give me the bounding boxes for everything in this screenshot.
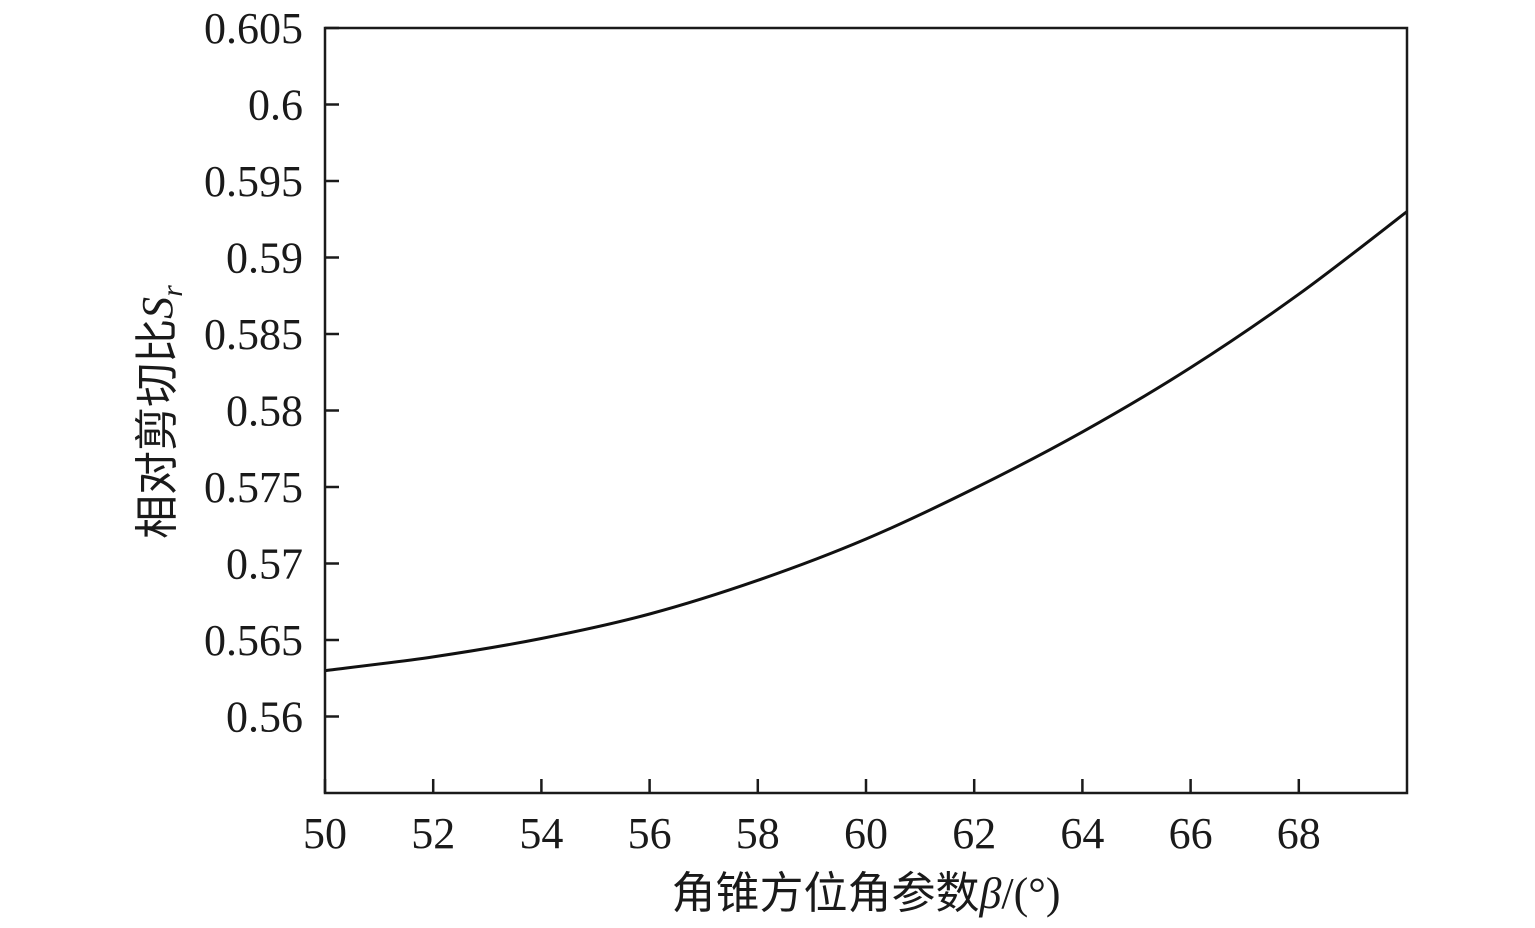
x-tick-label: 52 <box>411 809 455 858</box>
x-axis-title: 角锥方位角参数β/(°) <box>671 869 1060 918</box>
y-tick-label: 0.575 <box>204 463 303 512</box>
series-layer <box>324 210 1408 673</box>
series-line <box>324 210 1408 673</box>
x-axis-title-text: 角锥方位角参数 <box>671 869 979 918</box>
x-tick-label: 58 <box>736 809 780 858</box>
y-tick-label: 0.57 <box>226 540 303 589</box>
x-tick-label: 56 <box>628 809 672 858</box>
y-axis-ticks: 0.560.5650.570.5750.580.5850.590.5950.60… <box>204 4 339 742</box>
y-tick-label: 0.59 <box>226 234 303 283</box>
x-tick-label: 64 <box>1060 809 1104 858</box>
y-tick-label: 0.58 <box>226 387 303 436</box>
y-tick-label: 0.605 <box>204 4 303 53</box>
x-tick-label: 66 <box>1169 809 1213 858</box>
x-tick-label: 50 <box>303 809 347 858</box>
y-tick-label: 0.565 <box>204 616 303 665</box>
y-tick-label: 0.56 <box>226 693 303 742</box>
x-tick-label: 60 <box>844 809 888 858</box>
x-axis-title-unit: /(°) <box>1001 869 1060 918</box>
x-axis-ticks: 50 52 54 56 58 60 62 64 66 68 <box>303 779 1321 858</box>
y-axis-title-subscript: r <box>156 285 189 297</box>
x-axis-title-symbol: β <box>978 869 1001 918</box>
x-tick-label: 68 <box>1277 809 1321 858</box>
y-tick-label: 0.585 <box>204 310 303 359</box>
y-axis-title-text: 相对剪切比 <box>133 319 182 539</box>
x-tick-label: 62 <box>952 809 996 858</box>
plot-frame <box>323 26 1409 795</box>
y-tick-label: 0.595 <box>204 157 303 206</box>
y-axis-title: 相对剪切比Sr <box>133 285 189 539</box>
x-tick-label: 54 <box>519 809 563 858</box>
y-tick-label: 0.6 <box>248 81 303 130</box>
y-axis-title-symbol: S <box>133 297 182 319</box>
